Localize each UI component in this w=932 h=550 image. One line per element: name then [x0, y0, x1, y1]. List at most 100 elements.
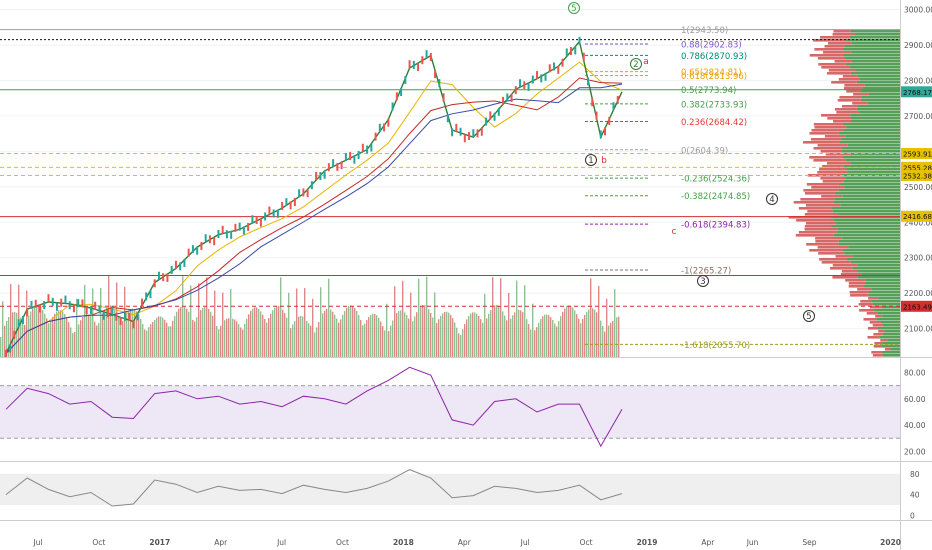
volume-bar	[524, 285, 526, 357]
volume-bar	[568, 305, 570, 357]
volume-bar	[348, 305, 350, 357]
profile-bar-down	[798, 207, 832, 210]
volume-bar	[194, 321, 196, 357]
profile-bar-down	[872, 354, 883, 357]
profile-bar-down	[814, 126, 847, 129]
price-candle	[259, 218, 262, 227]
volume-bar	[538, 322, 540, 357]
profile-bar-down	[813, 39, 846, 42]
price-candle	[89, 306, 92, 315]
price-candle	[247, 222, 250, 231]
osc-tick-label: 40	[910, 491, 920, 500]
volume-bar	[280, 277, 282, 357]
volume-bar	[86, 314, 88, 357]
profile-bar-up	[872, 303, 900, 306]
volume-bar	[352, 305, 354, 357]
volume-bar	[520, 310, 522, 357]
price-candle	[446, 114, 449, 123]
price-candle	[310, 181, 313, 190]
profile-bar-down	[822, 165, 844, 168]
fib-label: -0.236(2524.36)	[681, 175, 750, 185]
profile-bar-down	[827, 117, 852, 120]
letter-label: c	[672, 227, 677, 237]
profile-bar-down	[874, 342, 883, 345]
profile-bar-up	[868, 93, 900, 96]
volume-bar	[496, 305, 498, 357]
price-candle	[395, 92, 398, 101]
profile-bar-down	[805, 204, 841, 207]
price-candle	[136, 312, 139, 321]
profile-bar-down	[841, 105, 858, 108]
price-tick-label: 2800.00	[904, 76, 932, 85]
profile-bar-down	[820, 150, 843, 153]
profile-bar-up	[871, 288, 900, 291]
price-candle	[302, 188, 305, 197]
volume-bar	[162, 317, 164, 357]
profile-bar-down	[872, 324, 883, 327]
fib-label: 0.65(2824.81)	[681, 68, 742, 78]
wave-label: 1	[588, 156, 593, 166]
price-candle	[514, 86, 517, 95]
volume-bar	[502, 311, 504, 357]
price-candle	[225, 230, 228, 239]
profile-bar-down	[873, 345, 882, 348]
profile-bar-up	[851, 51, 900, 54]
volume-bar	[190, 285, 192, 357]
volume-bar	[262, 314, 264, 357]
price-tick-label: 2200.00	[904, 289, 932, 298]
profile-bar-up	[881, 321, 900, 324]
volume-bar	[66, 317, 68, 357]
profile-bar-down	[839, 96, 862, 99]
volume-bar	[554, 323, 556, 357]
profile-bar-up	[838, 132, 900, 135]
volume-bar	[68, 322, 70, 357]
profile-bar-down	[819, 258, 847, 261]
price-candle	[336, 162, 339, 171]
x-tick-label: Jul	[520, 538, 530, 547]
price-candle	[21, 315, 24, 324]
profile-bar-up	[882, 342, 900, 345]
osc-band	[0, 473, 900, 505]
fib-label: 0.618(2813.96)	[681, 72, 747, 82]
price-candle	[230, 230, 233, 239]
profile-bar-up	[845, 135, 900, 138]
rsi-pane: 80.00 60.00 40.00 20.00	[0, 366, 926, 456]
profile-bar-down	[878, 330, 885, 333]
price-badge-label: 2768.17	[903, 89, 932, 97]
profile-bar-up	[850, 114, 900, 117]
volume-bar	[6, 320, 8, 357]
price-candle	[268, 206, 271, 215]
volume-bar	[328, 278, 330, 357]
volume-bar	[144, 329, 146, 357]
volume-bar	[602, 325, 604, 357]
profile-bar-down	[836, 111, 861, 114]
volume-bar	[286, 317, 288, 357]
price-candle	[77, 299, 80, 308]
price-candle	[196, 246, 199, 255]
price-candle	[217, 229, 220, 238]
price-candle	[582, 52, 585, 61]
wave-label: 4	[769, 195, 774, 205]
volume-bar	[138, 314, 140, 357]
volume-bar	[30, 311, 32, 357]
volume-bar	[244, 323, 246, 357]
volume-bar	[12, 312, 14, 357]
volume-bar	[126, 313, 128, 357]
volume-bar	[166, 322, 168, 357]
price-candle	[285, 198, 288, 207]
x-tick-label: Apr	[214, 538, 228, 547]
price-candle	[374, 132, 377, 141]
profile-bar-up	[873, 309, 900, 312]
volume-bar	[414, 316, 416, 357]
price-candle	[94, 301, 97, 310]
volume-bar	[132, 308, 134, 357]
volume-bars	[0, 275, 620, 357]
volume-bar	[148, 327, 150, 357]
volume-bar	[172, 320, 174, 357]
price-candle	[531, 75, 534, 84]
volume-bar	[534, 330, 536, 357]
price-candle	[221, 225, 224, 234]
volume-bar	[590, 278, 592, 357]
wave-circle	[585, 154, 597, 166]
